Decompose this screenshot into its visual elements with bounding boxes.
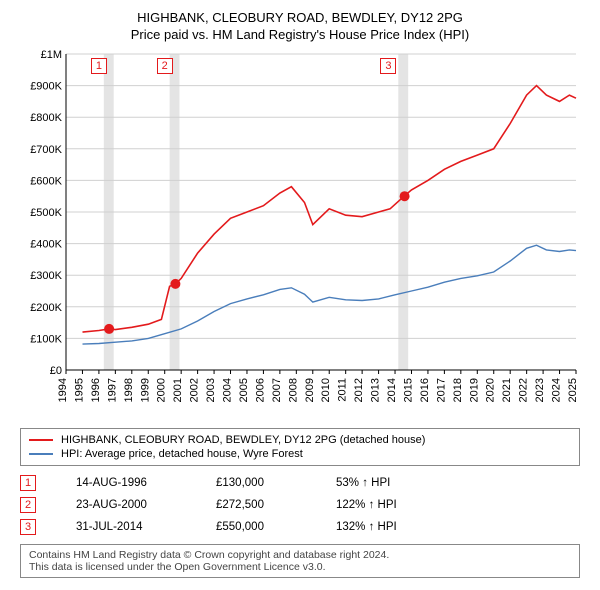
- x-tick-label: 2004: [222, 378, 234, 402]
- x-tick-label: 2017: [435, 378, 447, 402]
- x-tick-label: 2022: [518, 378, 530, 402]
- x-tick-label: 1994: [57, 378, 69, 402]
- attribution-footer: Contains HM Land Registry data © Crown c…: [20, 544, 580, 578]
- y-tick-label: £800K: [30, 112, 62, 124]
- event-price: £272,500: [216, 499, 296, 511]
- event-badge-on-chart: 1: [91, 58, 107, 74]
- event-date: 31-JUL-2014: [76, 521, 176, 533]
- series-hpi: [83, 245, 577, 344]
- event-row: 3 31-JUL-2014 £550,000 132% ↑ HPI: [20, 516, 590, 538]
- event-price: £550,000: [216, 521, 296, 533]
- event-list: 1 14-AUG-1996 £130,000 53% ↑ HPI 2 23-AUG-200…: [20, 472, 590, 538]
- footer-line1: Contains HM Land Registry data © Crown c…: [29, 549, 571, 561]
- x-tick-label: 2003: [205, 378, 217, 402]
- event-marker: [104, 324, 114, 334]
- x-tick-label: 1995: [73, 378, 85, 402]
- event-date: 14-AUG-1996: [76, 477, 176, 489]
- legend: HIGHBANK, CLEOBURY ROAD, BEWDLEY, DY12 2…: [20, 428, 580, 466]
- y-tick-label: £900K: [30, 81, 62, 93]
- x-tick-label: 2010: [320, 378, 332, 402]
- x-tick-label: 2005: [238, 378, 250, 402]
- chart-area: £0 £100K £200K £300K £400K £500K £600K £700K £80…: [20, 50, 580, 420]
- x-tick-label: 2014: [386, 378, 398, 402]
- event-badge-on-chart: 2: [157, 58, 173, 74]
- x-tick-label: 1997: [106, 378, 118, 402]
- x-tick-label: 2019: [468, 378, 480, 402]
- x-tick-label: 1996: [90, 378, 102, 402]
- y-tick-label: £700K: [30, 144, 62, 156]
- x-tick-label: 2000: [156, 378, 168, 402]
- event-price: £130,000: [216, 477, 296, 489]
- x-tick-label: 1999: [139, 378, 151, 402]
- event-marker: [170, 279, 180, 289]
- chart-container: HIGHBANK, CLEOBURY ROAD, BEWDLEY, DY12 2…: [10, 10, 590, 578]
- y-tick-label: £200K: [30, 302, 62, 314]
- x-tick-label: 2016: [419, 378, 431, 402]
- x-tick-label: 1998: [123, 378, 135, 402]
- y-tick-label: £0: [50, 365, 62, 377]
- legend-item: HPI: Average price, detached house, Wyre…: [29, 447, 571, 461]
- event-hpi: 122% ↑ HPI: [336, 499, 397, 511]
- event-hpi: 53% ↑ HPI: [336, 477, 390, 489]
- legend-swatch: [29, 453, 53, 455]
- y-tick-label: £100K: [30, 333, 62, 345]
- x-tick-label: 2015: [402, 378, 414, 402]
- x-tick-label: 2006: [254, 378, 266, 402]
- x-tick-label: 2021: [501, 378, 513, 402]
- x-tick-label: 2001: [172, 378, 184, 402]
- legend-item: HIGHBANK, CLEOBURY ROAD, BEWDLEY, DY12 2…: [29, 433, 571, 447]
- x-tick-label: 2011: [337, 378, 349, 402]
- x-tick-label: 2009: [304, 378, 316, 402]
- event-badge: 2: [20, 497, 36, 513]
- y-tick-label: £600K: [30, 175, 62, 187]
- event-badge-on-chart: 3: [380, 58, 396, 74]
- series-highbank: [83, 86, 577, 333]
- event-date: 23-AUG-2000: [76, 499, 176, 511]
- y-tick-label: £300K: [30, 270, 62, 282]
- event-hpi: 132% ↑ HPI: [336, 521, 397, 533]
- x-tick-label: 2020: [485, 378, 497, 402]
- footer-line2: This data is licensed under the Open Gov…: [29, 561, 571, 573]
- x-tick-label: 2024: [551, 378, 563, 402]
- event-row: 1 14-AUG-1996 £130,000 53% ↑ HPI: [20, 472, 590, 494]
- title-block: HIGHBANK, CLEOBURY ROAD, BEWDLEY, DY12 2…: [10, 10, 590, 42]
- chart-svg: £0 £100K £200K £300K £400K £500K £600K £700K £80…: [20, 50, 580, 420]
- legend-label: HPI: Average price, detached house, Wyre…: [61, 448, 303, 460]
- x-tick-label: 2012: [353, 378, 365, 402]
- legend-label: HIGHBANK, CLEOBURY ROAD, BEWDLEY, DY12 2…: [61, 434, 425, 446]
- x-tick-label: 2025: [567, 378, 579, 402]
- legend-swatch: [29, 439, 53, 441]
- chart-title-line2: Price paid vs. HM Land Registry's House …: [10, 27, 590, 42]
- event-badge: 1: [20, 475, 36, 491]
- event-marker: [400, 191, 410, 201]
- x-tick-label: 2002: [189, 378, 201, 402]
- chart-title-line1: HIGHBANK, CLEOBURY ROAD, BEWDLEY, DY12 2…: [10, 10, 590, 25]
- x-tick-label: 2023: [534, 378, 546, 402]
- x-tick-label: 2008: [287, 378, 299, 402]
- y-tick-label: £1M: [41, 50, 62, 61]
- event-row: 2 23-AUG-2000 £272,500 122% ↑ HPI: [20, 494, 590, 516]
- x-tick-label: 2013: [370, 378, 382, 402]
- y-tick-label: £500K: [30, 207, 62, 219]
- x-tick-label: 2018: [452, 378, 464, 402]
- event-badge: 3: [20, 519, 36, 535]
- x-tick-label: 2007: [271, 378, 283, 402]
- y-tick-label: £400K: [30, 239, 62, 251]
